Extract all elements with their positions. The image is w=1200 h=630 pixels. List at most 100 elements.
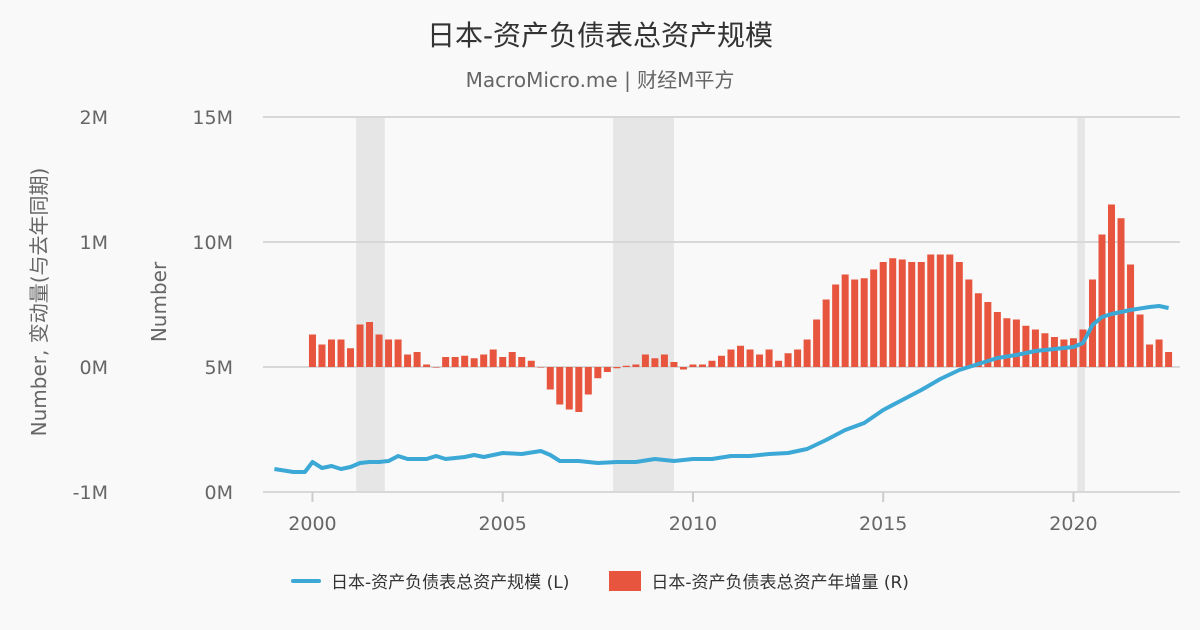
bar bbox=[689, 364, 697, 367]
bar bbox=[356, 324, 364, 367]
left-axis-label: Number bbox=[147, 261, 171, 342]
bar bbox=[1003, 318, 1011, 367]
bar bbox=[794, 349, 802, 367]
bar bbox=[404, 354, 412, 367]
left-axis-tick: 10M bbox=[192, 232, 233, 254]
bar bbox=[1031, 329, 1039, 367]
bar bbox=[765, 349, 773, 367]
bar bbox=[1108, 204, 1116, 367]
bar bbox=[870, 269, 878, 367]
bar bbox=[860, 278, 868, 367]
bar bbox=[1012, 319, 1020, 367]
bar bbox=[461, 355, 469, 367]
bar bbox=[1079, 329, 1087, 367]
bar bbox=[1155, 339, 1163, 367]
bar bbox=[679, 367, 687, 370]
bar bbox=[813, 319, 821, 367]
legend-label: 日本-资产负债表总资产规模 (L) bbox=[331, 573, 570, 593]
x-axis-tick: 2015 bbox=[859, 513, 907, 535]
recession-band bbox=[1077, 117, 1085, 492]
bar bbox=[851, 279, 859, 367]
bar bbox=[746, 349, 754, 367]
bar bbox=[822, 299, 830, 367]
bar bbox=[632, 364, 640, 367]
bar bbox=[565, 367, 573, 410]
bar bbox=[432, 367, 440, 368]
bar bbox=[337, 339, 345, 367]
bar bbox=[1069, 338, 1077, 367]
bar bbox=[784, 353, 792, 367]
x-axis-tick: 2000 bbox=[288, 513, 336, 535]
bar bbox=[1146, 344, 1154, 367]
bar bbox=[556, 367, 564, 405]
bar bbox=[1136, 314, 1144, 367]
bar bbox=[955, 262, 963, 367]
bar bbox=[1098, 234, 1106, 367]
bar bbox=[527, 360, 535, 367]
bar bbox=[974, 293, 982, 367]
bar bbox=[917, 262, 925, 367]
recession-band bbox=[613, 117, 674, 492]
bar bbox=[499, 357, 507, 367]
chart-title: 日本-资产负债表总资产规模 bbox=[426, 19, 774, 52]
bar bbox=[489, 349, 497, 367]
bar bbox=[508, 352, 516, 367]
bar bbox=[423, 364, 431, 367]
legend-line-swatch bbox=[291, 578, 322, 583]
legend-label: 日本-资产负债表总资产年增量 (R) bbox=[651, 573, 909, 593]
bar bbox=[451, 357, 459, 367]
bar bbox=[347, 348, 355, 367]
bar bbox=[1022, 325, 1030, 367]
x-axis-tick: 2020 bbox=[1049, 513, 1097, 535]
bar bbox=[327, 339, 335, 367]
x-axis-tick: 2005 bbox=[479, 513, 527, 535]
bar bbox=[651, 358, 659, 367]
recession-band bbox=[356, 117, 385, 492]
bar bbox=[308, 334, 316, 367]
left-axis-tick: 0M bbox=[205, 482, 233, 504]
bar bbox=[841, 274, 849, 367]
right-axis-tick: 1M bbox=[80, 232, 108, 254]
chart-subtitle: MacroMicro.me | 财经M平方 bbox=[465, 68, 735, 92]
bar bbox=[965, 279, 973, 367]
bar bbox=[366, 322, 374, 367]
bar bbox=[641, 354, 649, 367]
bar bbox=[927, 254, 935, 367]
bar bbox=[946, 254, 954, 367]
bar bbox=[480, 354, 488, 367]
legend-item-line[interactable]: 日本-资产负债表总资产规模 (L) bbox=[291, 568, 569, 593]
bar bbox=[442, 357, 450, 367]
right-axis-label: Number, 变动量(与去年同期) bbox=[27, 168, 51, 437]
bar bbox=[1060, 339, 1068, 367]
legend-item-bar[interactable]: 日本-资产负债表总资产年增量 (R) bbox=[609, 568, 909, 593]
bar bbox=[385, 339, 393, 367]
bar bbox=[1127, 264, 1135, 367]
bar bbox=[879, 262, 887, 367]
bar bbox=[375, 334, 383, 367]
bar bbox=[698, 364, 706, 367]
bar bbox=[537, 367, 545, 368]
bar bbox=[737, 345, 745, 367]
bar bbox=[518, 357, 526, 367]
bar bbox=[470, 358, 478, 367]
left-axis-tick: 15M bbox=[192, 107, 233, 129]
bar bbox=[908, 262, 916, 367]
bar bbox=[575, 367, 583, 412]
bar bbox=[803, 339, 811, 367]
bar bbox=[603, 367, 611, 372]
bar bbox=[898, 259, 906, 367]
bar bbox=[1050, 337, 1058, 367]
legend: 日本-资产负债表总资产规模 (L) 日本-资产负债表总资产年增量 (R) bbox=[0, 568, 1200, 593]
bar bbox=[613, 367, 621, 369]
bar bbox=[889, 258, 897, 367]
bar bbox=[660, 354, 668, 367]
bar bbox=[318, 344, 326, 367]
bar bbox=[993, 312, 1001, 367]
bar bbox=[584, 367, 592, 395]
bar bbox=[1165, 352, 1173, 367]
right-axis-tick: 2M bbox=[80, 107, 108, 129]
bar bbox=[775, 360, 783, 367]
bar bbox=[546, 367, 554, 390]
